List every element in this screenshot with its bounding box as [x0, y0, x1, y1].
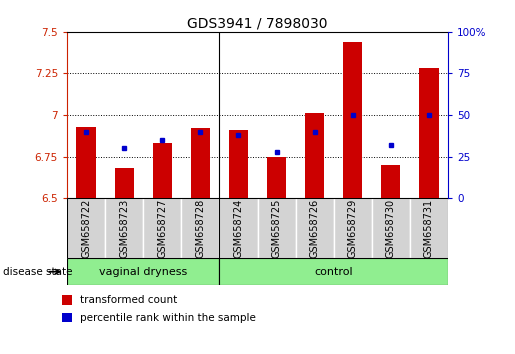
Bar: [382, 165, 401, 198]
Text: GSM658725: GSM658725: [271, 199, 282, 258]
Bar: [153, 143, 172, 198]
Bar: [305, 113, 324, 198]
Text: GSM658729: GSM658729: [348, 199, 358, 258]
Text: transformed count: transformed count: [80, 295, 177, 305]
Bar: [76, 127, 96, 198]
Bar: [372, 198, 410, 258]
Bar: [344, 42, 363, 198]
Bar: [105, 198, 143, 258]
Bar: [191, 129, 210, 198]
Text: GSM658730: GSM658730: [386, 199, 396, 258]
Bar: [114, 168, 134, 198]
Bar: [267, 156, 286, 198]
Text: GSM658722: GSM658722: [81, 199, 91, 258]
Bar: [67, 198, 105, 258]
Text: percentile rank within the sample: percentile rank within the sample: [80, 313, 256, 322]
Bar: [258, 198, 296, 258]
Bar: [229, 130, 248, 198]
Bar: [67, 258, 219, 285]
Title: GDS3941 / 7898030: GDS3941 / 7898030: [187, 17, 328, 31]
Bar: [410, 198, 448, 258]
Text: control: control: [314, 267, 353, 277]
Text: vaginal dryness: vaginal dryness: [99, 267, 187, 277]
Bar: [419, 68, 439, 198]
Text: GSM658731: GSM658731: [424, 199, 434, 258]
Bar: [219, 258, 448, 285]
Text: GSM658727: GSM658727: [157, 199, 167, 258]
Bar: [62, 313, 72, 322]
Text: GSM658726: GSM658726: [310, 199, 320, 258]
Text: GSM658723: GSM658723: [119, 199, 129, 258]
Bar: [334, 198, 372, 258]
Bar: [296, 198, 334, 258]
Text: disease state: disease state: [3, 267, 72, 277]
Text: GSM658728: GSM658728: [195, 199, 205, 258]
Bar: [181, 198, 219, 258]
Bar: [62, 295, 72, 305]
Text: GSM658724: GSM658724: [233, 199, 244, 258]
Bar: [219, 198, 258, 258]
Bar: [143, 198, 181, 258]
